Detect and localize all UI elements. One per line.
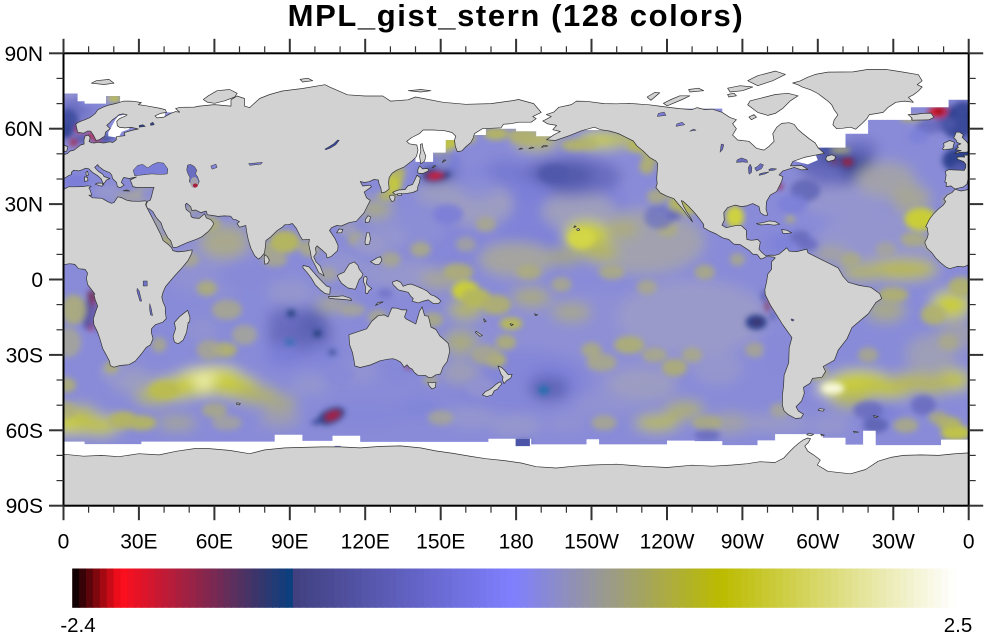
svg-text:30E: 30E bbox=[120, 531, 157, 554]
svg-text:30W: 30W bbox=[872, 531, 915, 554]
svg-text:120W: 120W bbox=[640, 531, 695, 554]
svg-text:90W: 90W bbox=[721, 531, 764, 554]
svg-text:150W: 150W bbox=[564, 531, 619, 554]
svg-text:2.5: 2.5 bbox=[944, 614, 973, 635]
svg-text:-2.4: -2.4 bbox=[60, 614, 95, 635]
svg-text:60W: 60W bbox=[796, 531, 839, 554]
svg-text:60N: 60N bbox=[4, 118, 43, 141]
svg-text:0: 0 bbox=[31, 269, 43, 292]
svg-text:0: 0 bbox=[963, 531, 975, 554]
svg-text:90N: 90N bbox=[4, 43, 43, 66]
svg-text:30N: 30N bbox=[4, 194, 43, 217]
svg-text:150E: 150E bbox=[416, 531, 465, 554]
svg-text:90E: 90E bbox=[271, 531, 308, 554]
svg-text:30S: 30S bbox=[6, 344, 43, 367]
svg-text:90S: 90S bbox=[6, 495, 43, 518]
svg-text:60S: 60S bbox=[6, 420, 43, 443]
svg-text:MPL_gist_stern (128 colors): MPL_gist_stern (128 colors) bbox=[288, 0, 745, 33]
svg-text:120E: 120E bbox=[341, 531, 390, 554]
svg-text:180: 180 bbox=[499, 531, 534, 554]
svg-text:60E: 60E bbox=[196, 531, 233, 554]
svg-text:0: 0 bbox=[58, 531, 70, 554]
